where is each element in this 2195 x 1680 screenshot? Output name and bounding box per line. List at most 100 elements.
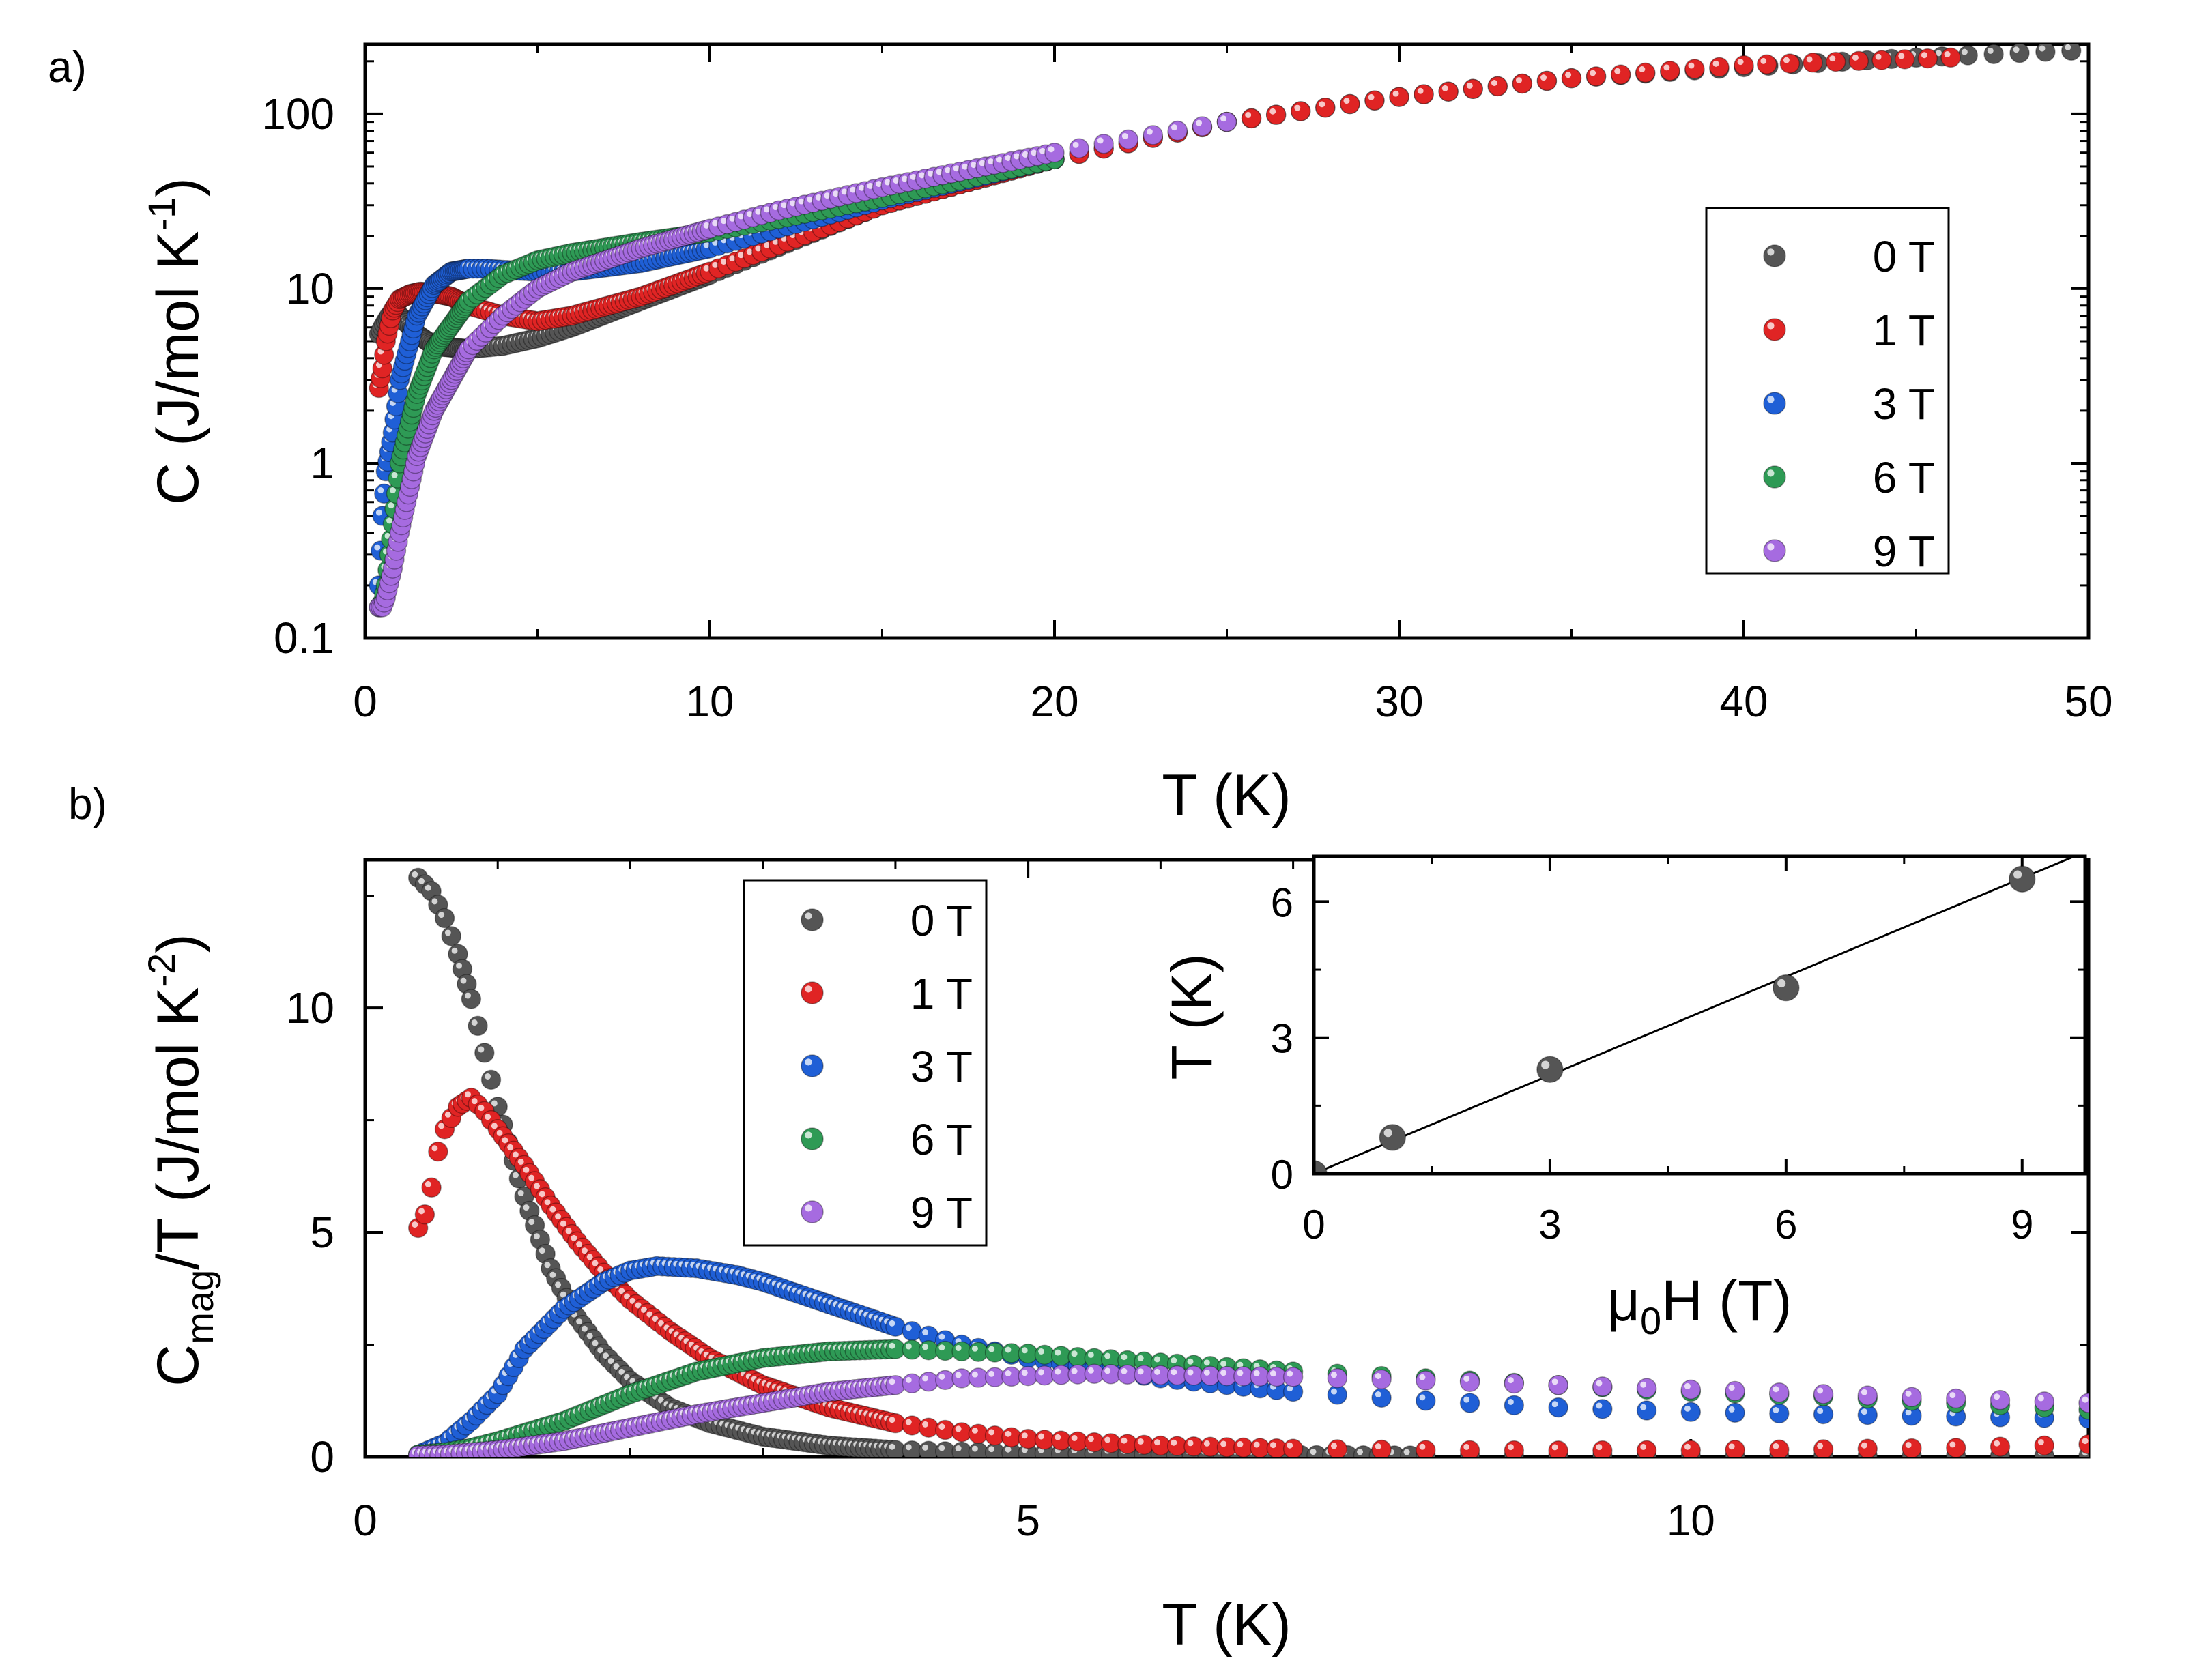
point-b-1-115-highlight: [1375, 1443, 1381, 1450]
x-axis-title-inset-sub: 0: [1640, 1299, 1661, 1342]
series-b-2: [407, 1256, 2089, 1457]
point-a-1-164-highlight: [1392, 90, 1399, 97]
point-a-4-123-highlight: [815, 194, 822, 201]
x-tick-label-inset-3: 9: [2011, 1202, 2033, 1247]
point-b-2-124-highlight: [1684, 1405, 1691, 1412]
point-b-4-98-highlight: [971, 1371, 978, 1378]
point-b-3-108-highlight: [1137, 1355, 1144, 1361]
point-b-0-32-highlight: [592, 1339, 599, 1346]
point-b-1-0-highlight: [412, 1221, 418, 1228]
point-b-0-1-highlight: [418, 878, 425, 884]
series-b-4: [407, 1363, 2089, 1457]
point-b-0-22-highlight: [539, 1247, 545, 1254]
point-b-1-121-highlight: [1640, 1443, 1647, 1450]
legend-b-marker-0-highlight: [805, 912, 812, 920]
point-b-4-135-highlight: [2082, 1396, 2089, 1403]
point-a-4-148-highlight: [1031, 149, 1037, 156]
y-axis-title-a-tail: ): [145, 177, 211, 197]
point-b-0-10: [468, 1015, 488, 1037]
point-a-4-127-highlight: [850, 186, 857, 193]
point-a-0-188: [1983, 44, 2004, 65]
legend-b-marker-4: [801, 1200, 824, 1223]
point-a-1-160: [1290, 101, 1311, 121]
point-inset-2: [1536, 1056, 1564, 1083]
point-b-1-117-highlight: [1463, 1443, 1470, 1450]
point-a-4-113-highlight: [729, 215, 736, 222]
point-b-0-118-highlight: [1357, 1449, 1364, 1455]
panel-a-label: a): [48, 42, 87, 91]
point-inset-0: [1314, 1160, 1328, 1174]
point-a-1-115-highlight: [746, 248, 753, 255]
point-b-1-105-highlight: [1154, 1439, 1160, 1446]
y-axis-title-a: C (J/mol K-1): [140, 177, 211, 505]
point-a-1-172: [1586, 66, 1607, 87]
point-b-2-116-highlight: [1330, 1388, 1337, 1395]
point-b-4-130: [1857, 1385, 1878, 1406]
point-b-4-124: [1592, 1376, 1613, 1397]
point-b-1-126-highlight: [1861, 1442, 1867, 1449]
point-b-1-12-highlight: [485, 1114, 491, 1120]
point-b-3-109-highlight: [1154, 1356, 1160, 1363]
x-axis-title-b: T (K): [1162, 1592, 1291, 1657]
legend-a-marker-1-highlight: [1767, 322, 1775, 330]
point-b-1-95-highlight: [988, 1429, 995, 1436]
point-a-1-166: [1438, 81, 1459, 102]
point-b-1-113: [1282, 1438, 1304, 1457]
point-a-3-9-highlight: [388, 502, 394, 509]
point-b-1-94-highlight: [971, 1427, 978, 1434]
point-b-4-106-highlight: [1104, 1367, 1111, 1374]
point-a-4-151-highlight: [1072, 141, 1079, 148]
legend-a-marker-4-highlight: [1767, 543, 1775, 551]
point-a-4-152-highlight: [1097, 137, 1104, 144]
point-a-4-147-highlight: [1022, 151, 1029, 158]
point-a-4-132-highlight: [893, 177, 900, 184]
point-b-4-104-highlight: [1071, 1367, 1078, 1374]
y-tick-label-inset-0: 0: [1271, 1152, 1293, 1198]
point-b-1-130: [2034, 1435, 2055, 1456]
legend-b-marker-2: [801, 1054, 824, 1077]
point-b-1-104-highlight: [1137, 1438, 1144, 1445]
data-points-b: [407, 867, 2089, 1457]
legend-a-marker-3-highlight: [1767, 469, 1775, 477]
point-b-1-99-highlight: [1055, 1434, 1061, 1440]
point-a-4-129-highlight: [867, 182, 874, 189]
point-b-2-115-highlight: [1287, 1385, 1293, 1392]
point-a-4-141-highlight: [970, 162, 977, 169]
legend-a-marker-2-highlight: [1767, 396, 1775, 403]
point-b-4-129: [1813, 1384, 1834, 1404]
point-b-0-26-highlight: [560, 1291, 566, 1298]
point-a-1-164: [1389, 87, 1409, 107]
point-inset-4: [2009, 865, 2036, 893]
series-a-4: [369, 111, 1237, 618]
x-tick-label-inset-0: 0: [1302, 1202, 1325, 1247]
panel-b-label: b): [68, 779, 107, 828]
point-a-1-159-highlight: [1269, 108, 1276, 115]
point-a-4-115-highlight: [746, 211, 753, 218]
point-b-4-126: [1680, 1379, 1702, 1400]
point-b-0-31-highlight: [586, 1333, 593, 1339]
legend-a-marker-4: [1763, 539, 1786, 562]
point-b-1-114-highlight: [1330, 1443, 1337, 1449]
legend-b-marker-2-highlight: [805, 1058, 812, 1066]
point-a-1-169-highlight: [1515, 77, 1522, 84]
point-b-0-5-highlight: [444, 929, 451, 936]
point-a-0-191-highlight: [2065, 44, 2071, 50]
plot-frame-inset: [1312, 854, 2087, 1176]
point-b-1-129-highlight: [1994, 1440, 2000, 1447]
legend-b-marker-1: [801, 981, 824, 1004]
point-b-4-118: [1327, 1367, 1348, 1389]
point-inset-3-highlight: [1777, 979, 1786, 988]
series-a-2: [369, 149, 1065, 596]
point-b-3-97-highlight: [955, 1345, 962, 1351]
point-b-2-127-highlight: [1817, 1408, 1824, 1415]
point-a-1-111-highlight: [712, 261, 719, 268]
point-b-1-102-highlight: [1104, 1436, 1111, 1443]
point-b-2-122-highlight: [1596, 1402, 1603, 1409]
point-inset-4-highlight: [2013, 870, 2022, 879]
legend-b-box: [743, 879, 988, 1247]
point-b-4-115-highlight: [1253, 1370, 1260, 1376]
point-b-0-13-highlight: [491, 1100, 498, 1107]
point-b-0-9-highlight: [465, 992, 471, 999]
point-b-1-106-highlight: [1171, 1439, 1177, 1446]
point-b-2-93-highlight: [922, 1329, 929, 1335]
